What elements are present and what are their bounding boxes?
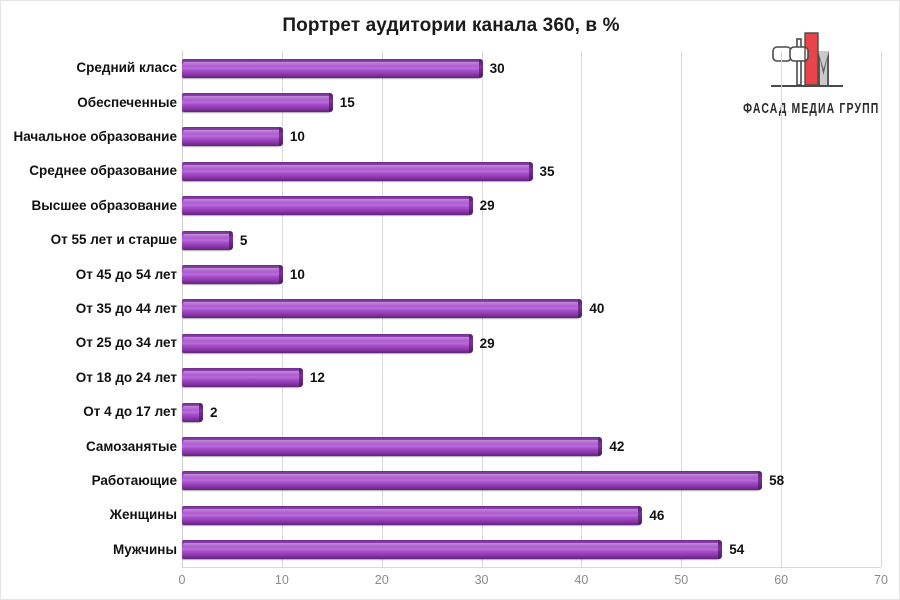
- bar-value-label: 30: [489, 60, 505, 76]
- category-label: Высшее образование: [31, 197, 177, 213]
- category-axis: Средний класс Обеспеченные Начальное образ…: [1, 51, 177, 567]
- logo: ФАСАД МЕДИА ГРУПП: [719, 29, 891, 133]
- category-label: Среднее образование: [29, 163, 177, 179]
- category-label: Обеспеченные: [77, 94, 177, 110]
- bar-value-label: 42: [609, 439, 625, 455]
- bar-4[interactable]: [182, 161, 532, 181]
- bar-11[interactable]: [182, 402, 202, 422]
- bar-row: 58: [182, 464, 881, 497]
- category-label: От 4 до 17 лет: [83, 404, 177, 420]
- bar-value-label: 2: [209, 404, 218, 420]
- bar-5[interactable]: [182, 196, 472, 216]
- bar-value-label: 10: [289, 129, 305, 145]
- bar-value-label: 5: [239, 232, 248, 248]
- bar-10[interactable]: [182, 368, 302, 388]
- gridline-50: [681, 51, 683, 567]
- x-tick-label-50: 50: [674, 573, 689, 587]
- bar-9[interactable]: [182, 333, 472, 353]
- x-tick-label-10: 10: [274, 573, 289, 587]
- bar-value-label: 58: [769, 473, 785, 489]
- bar-value-label: 29: [479, 198, 495, 214]
- bar-value-label: 15: [339, 95, 355, 111]
- x-tick-label-30: 30: [474, 573, 489, 587]
- bar-value-label: 10: [289, 267, 305, 283]
- bar-15[interactable]: [182, 540, 722, 560]
- bar-row: 29: [182, 189, 881, 222]
- category-label: Средний класс: [76, 60, 177, 76]
- category-label: От 55 лет и старше: [50, 232, 177, 248]
- bar-row: 35: [182, 154, 881, 187]
- bar-row: 10: [182, 120, 881, 153]
- chart-title: Портрет аудитории канала 360, в %: [282, 15, 620, 36]
- bar-14[interactable]: [182, 505, 642, 525]
- bar-row: 42: [182, 429, 881, 462]
- x-tick-label-60: 60: [774, 573, 789, 587]
- bar-value-label: 29: [479, 335, 495, 351]
- bar-value-label: 46: [649, 507, 665, 523]
- bar-3[interactable]: [182, 127, 282, 147]
- bar-2[interactable]: [182, 93, 332, 113]
- bar-8[interactable]: [182, 299, 582, 319]
- gridline-70: [881, 51, 882, 567]
- bar-row: 15: [182, 85, 881, 118]
- plot-area: 30 15 10 35 29 5 10 40 29 12 2 42 58 46 54: [182, 51, 882, 567]
- category-label: Работающие: [91, 473, 177, 488]
- category-label: Мужчины: [113, 541, 177, 557]
- bar-12[interactable]: [182, 437, 602, 457]
- bar-row: 10: [182, 257, 881, 290]
- category-label: Начальное образование: [13, 129, 177, 144]
- x-tick-label-70: 70: [874, 573, 888, 587]
- bar-row: 2: [182, 395, 881, 428]
- bar-value-label: 35: [539, 163, 555, 179]
- category-label: От 18 до 24 лет: [75, 369, 177, 385]
- facade-building-mark-icon: [771, 29, 843, 91]
- bar-value-label: 12: [309, 370, 325, 386]
- category-label: От 45 до 54 лет: [75, 266, 177, 282]
- x-axis-baseline: [182, 567, 881, 568]
- category-label: От 35 до 44 лет: [75, 301, 177, 316]
- category-label: Женщины: [109, 507, 177, 523]
- bar-13[interactable]: [182, 471, 762, 491]
- bar-row: 30: [182, 51, 881, 84]
- bar-row: 40: [182, 292, 881, 325]
- x-tick-label-40: 40: [574, 573, 589, 587]
- bar-6[interactable]: [182, 230, 232, 250]
- bar-value-label: 40: [589, 301, 605, 317]
- bar-row: 54: [182, 533, 881, 566]
- bar-value-label: 54: [729, 542, 745, 558]
- category-label: От 25 до 34 лет: [75, 335, 177, 351]
- bar-7[interactable]: [182, 265, 282, 285]
- bar-row: 5: [182, 223, 881, 256]
- bar-1[interactable]: [182, 58, 482, 78]
- bar-row: 29: [182, 326, 881, 359]
- logo-text: ФАСАД МЕДИА ГРУПП: [743, 101, 880, 117]
- category-label: Самозанятые: [85, 438, 177, 454]
- bar-row: 46: [182, 498, 881, 531]
- gridline-60: [781, 51, 783, 567]
- x-tick-label-0: 0: [178, 573, 186, 587]
- x-tick-label-20: 20: [374, 573, 389, 587]
- bar-row: 12: [182, 361, 881, 394]
